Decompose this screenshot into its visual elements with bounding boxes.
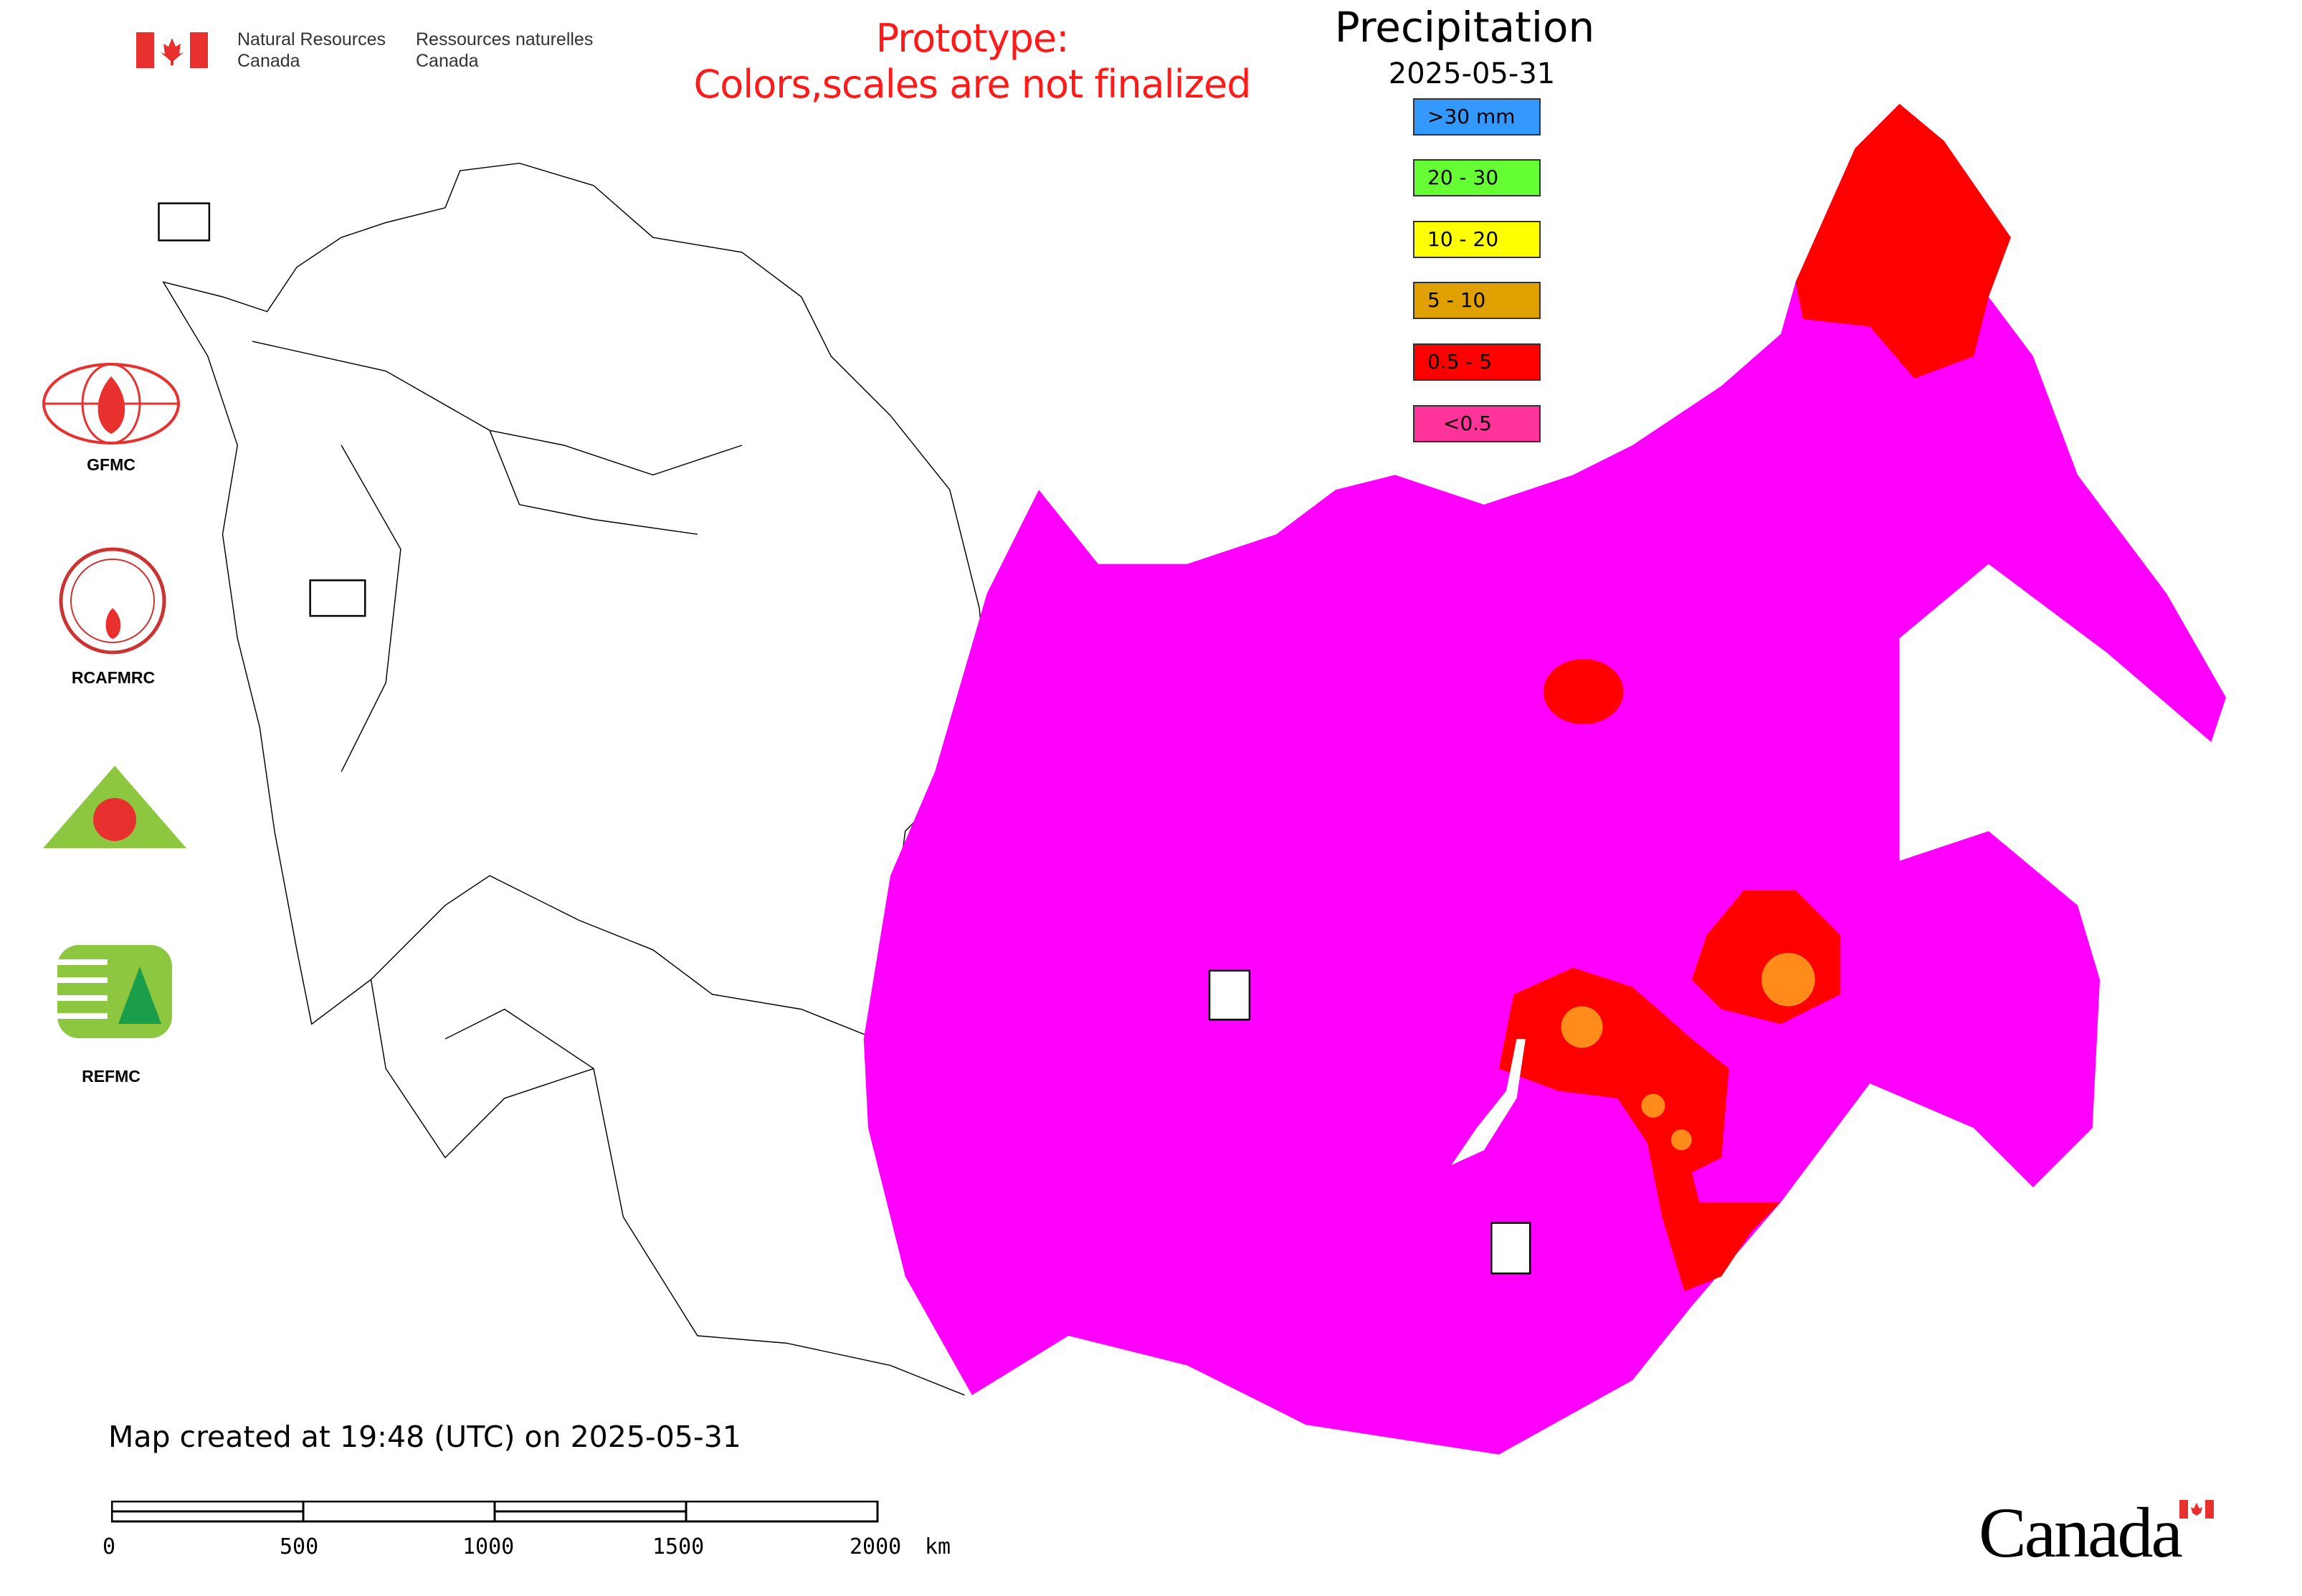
scale-label-1000: 1000	[462, 1534, 515, 1559]
precip-red-south	[1498, 967, 1781, 1291]
legend-label: 5 - 10	[1427, 288, 1486, 312]
precip-red-northeast	[1795, 103, 2011, 379]
scale-label-1500: 1500	[652, 1534, 705, 1559]
scale-unit: km	[925, 1534, 951, 1559]
prototype-notice-line2: Colors,scales are not finalized	[693, 62, 1252, 107]
legend-title: Precipitation	[1334, 3, 1595, 52]
precip-orange-patch	[1641, 1093, 1665, 1118]
legend-item-0.5-5: 0.5 - 5	[1413, 343, 1541, 381]
agency-name-fr: Ressources naturelles Canada	[416, 29, 593, 72]
lake-baikal	[1451, 1039, 1526, 1165]
legend-label: 10 - 20	[1427, 227, 1499, 251]
legend-item-5-10: 5 - 10	[1413, 282, 1541, 319]
station-marker-rcafmrc	[1490, 1222, 1531, 1275]
legend-date: 2025-05-31	[1388, 57, 1556, 90]
agency-name-en: Natural Resources Canada	[237, 29, 386, 72]
low-precipitation-region	[863, 103, 2226, 1455]
legend-item-gt30: >30 mm	[1413, 98, 1541, 136]
scale-label-0: 0	[103, 1534, 116, 1559]
agency-fr-line2: Canada	[416, 51, 479, 71]
scale-bar	[110, 1500, 880, 1526]
canada-flag-icon	[136, 32, 208, 71]
gfmc-label: GFMC	[87, 455, 135, 474]
prototype-notice-line1: Prototype:	[875, 16, 1070, 61]
legend-item-10-20: 10 - 20	[1413, 221, 1541, 258]
agency-fr-line1: Ressources naturelles	[416, 29, 594, 49]
precip-red-lake	[1543, 659, 1624, 725]
legend-item-20-30: 20 - 30	[1413, 159, 1541, 196]
wordmark-flag-icon	[2179, 1500, 2214, 1521]
refmc-logo	[57, 945, 172, 1041]
reefmc-logo	[39, 766, 190, 869]
legend-label: 20 - 30	[1427, 166, 1499, 189]
precip-orange-patch	[1561, 1006, 1603, 1048]
scale-label-2000: 2000	[850, 1534, 902, 1559]
rcafmrc-logo	[59, 547, 166, 657]
precip-orange-patch	[1670, 1129, 1692, 1151]
legend-label: <0.5	[1443, 412, 1492, 435]
canada-wordmark: Canada	[1979, 1493, 2183, 1572]
legend-label: 0.5 - 5	[1427, 350, 1493, 374]
station-marker-reefmc	[309, 579, 366, 617]
country-borders	[162, 162, 988, 1396]
station-marker-refmc	[1208, 969, 1251, 1021]
refmc-label: REFMC	[82, 1067, 141, 1086]
station-marker-gfmc	[158, 202, 211, 242]
agency-en-line2: Canada	[237, 51, 300, 71]
map-created-timestamp: Map created at 19:48 (UTC) on 2025-05-31	[108, 1420, 741, 1454]
rcafmrc-label: RCAFMRC	[71, 668, 156, 687]
legend-label: >30 mm	[1427, 105, 1516, 128]
agency-en-line1: Natural Resources	[237, 29, 386, 49]
legend-item-lt0.5: <0.5	[1413, 405, 1541, 442]
scale-label-500: 500	[280, 1534, 319, 1559]
precip-orange-patch	[1761, 952, 1815, 1007]
gfmc-logo	[42, 362, 181, 451]
